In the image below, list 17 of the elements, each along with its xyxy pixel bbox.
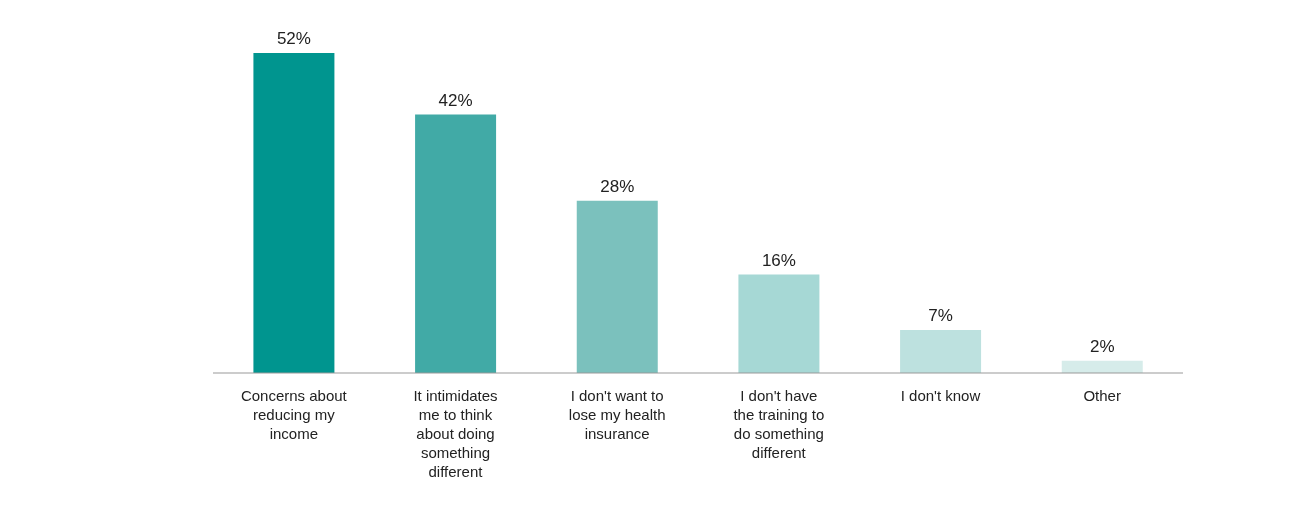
bar — [415, 114, 497, 373]
data-label: 2% — [1089, 336, 1115, 356]
data-label: 7% — [928, 305, 953, 325]
x-tick-label: I don't know — [900, 387, 981, 404]
x-tick-label: Concerns about reducing my income — [240, 387, 348, 442]
data-label: 42% — [438, 90, 473, 110]
bar — [576, 200, 658, 373]
x-tick-label: It intimidates me to think about doing something different — [413, 387, 498, 480]
bar — [253, 53, 335, 373]
data-label: 52% — [276, 29, 311, 48]
x-tick-label: I don't want to lose my health insurance — [568, 387, 666, 442]
data-label: 28% — [600, 176, 635, 196]
x-tick-label: Other — [1083, 387, 1121, 404]
bar — [900, 329, 982, 373]
data-label: 16% — [761, 250, 796, 270]
bar — [738, 274, 820, 373]
x-tick-label: I don't have the training to do something different — [733, 387, 825, 461]
